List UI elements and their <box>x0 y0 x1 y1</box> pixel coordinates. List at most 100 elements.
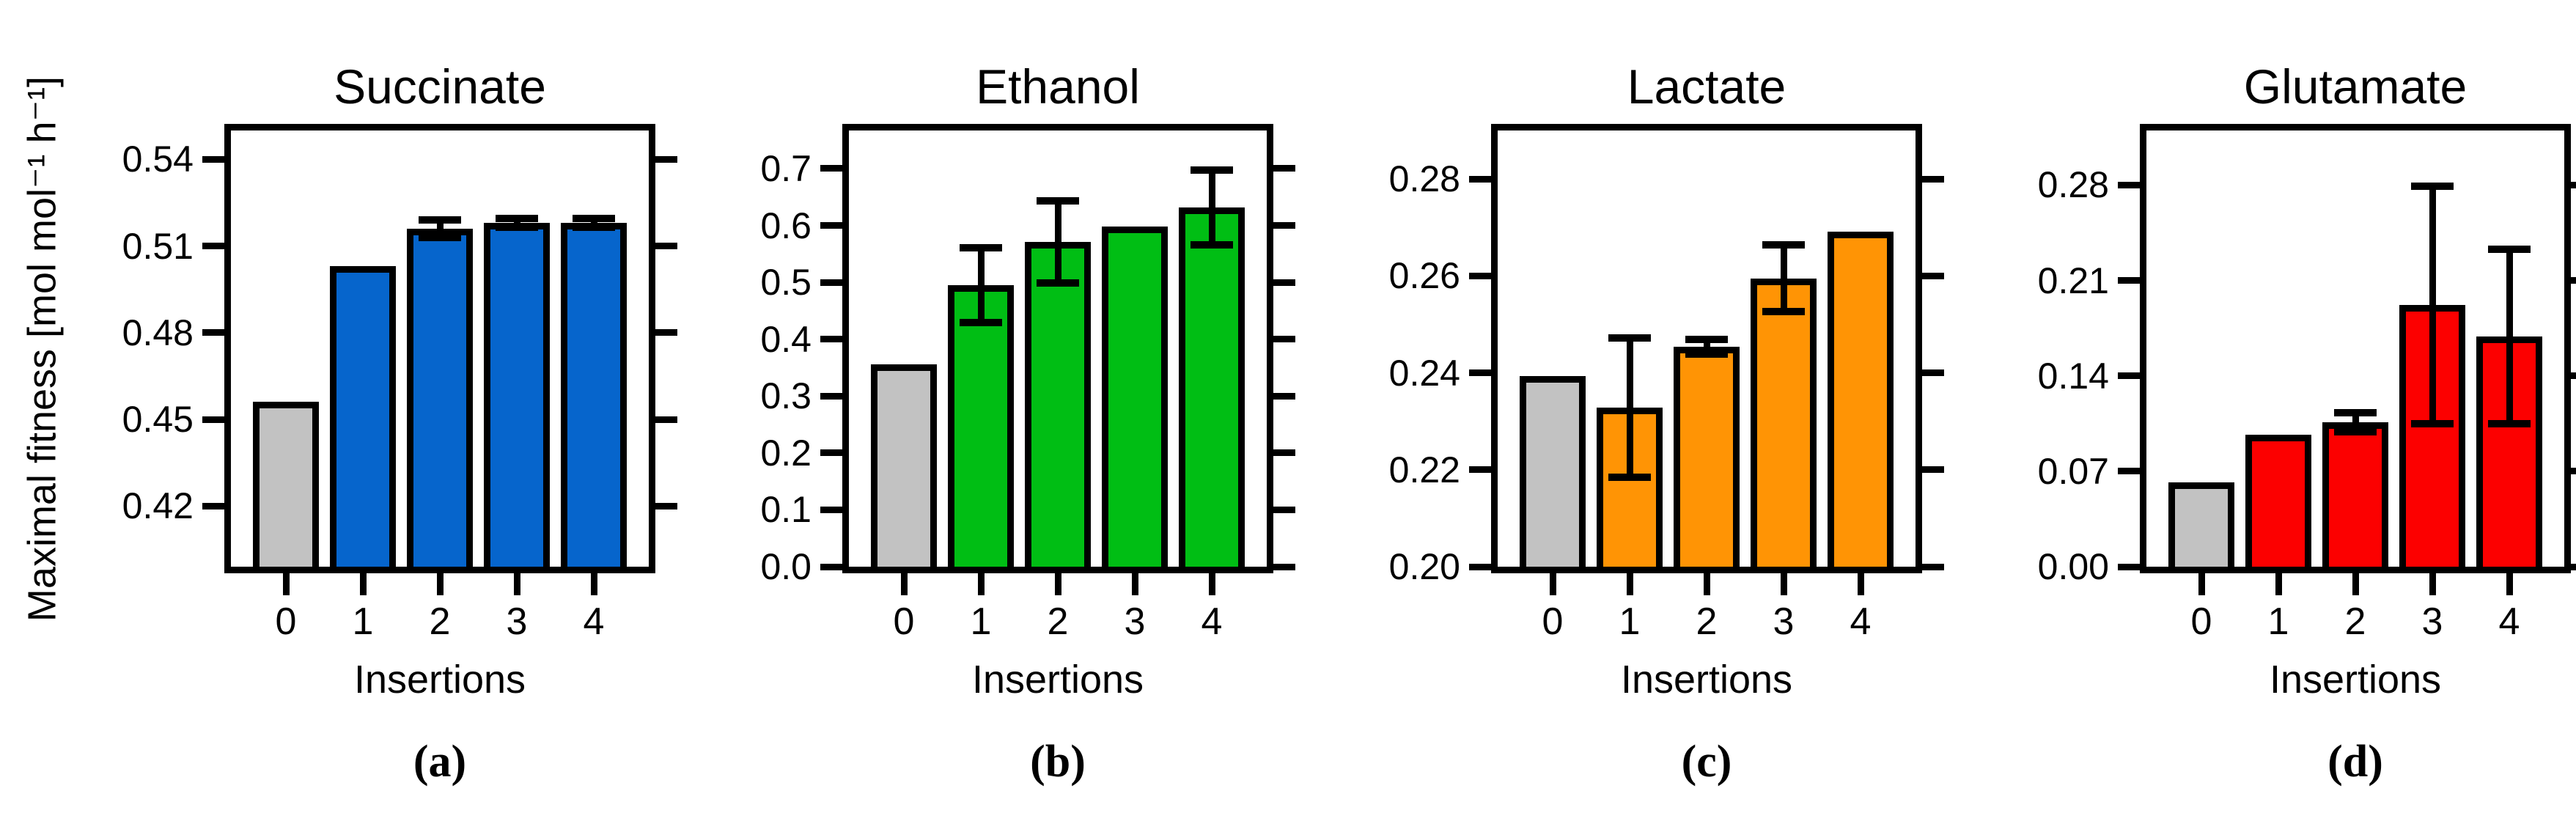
x-tick-label: 3 <box>1124 600 1146 643</box>
y-tick-right <box>2571 563 2576 570</box>
y-tick-right <box>655 502 677 510</box>
error-bar-cap-bottom-insertions-1 <box>960 319 1002 327</box>
y-tick-right <box>2571 468 2576 475</box>
error-bar-cap-top-insertions-4 <box>573 215 615 223</box>
x-tick-label: 1 <box>352 600 374 643</box>
y-tick-left <box>820 165 842 172</box>
bar-insertions-2 <box>1674 346 1740 567</box>
error-bar-line-insertions-2 <box>1703 339 1710 354</box>
panel-title-lactate: Lactate <box>1627 59 1786 114</box>
y-tick-label: 0.28 <box>1388 158 1460 200</box>
x-tick <box>282 573 290 595</box>
plot-frame-succinate <box>224 124 655 573</box>
bar-insertions-2 <box>407 228 473 567</box>
x-tick-label: 1 <box>970 600 992 643</box>
x-tick <box>359 573 367 595</box>
bar-insertions-1 <box>2245 434 2311 567</box>
x-tick-label: 0 <box>2190 600 2212 643</box>
error-bar-line-insertions-4 <box>1208 169 1215 245</box>
error-bar-cap-top-insertions-1 <box>960 243 1002 251</box>
error-bar-cap-bottom-insertions-3 <box>1762 308 1805 316</box>
panel-title-glutamate: Glutamate <box>2243 59 2468 114</box>
x-tick <box>2198 573 2205 595</box>
x-tick <box>436 573 444 595</box>
y-tick-left <box>820 279 842 286</box>
error-bar-cap-bottom-insertions-2 <box>1685 350 1728 358</box>
x-tick <box>513 573 520 595</box>
error-bar-cap-top-insertions-3 <box>2411 183 2454 191</box>
y-tick-label: 0.07 <box>2037 450 2109 492</box>
y-tick-right <box>1273 222 1295 229</box>
y-tick-left <box>2118 372 2140 380</box>
error-bar-cap-top-insertions-1 <box>1608 334 1651 342</box>
error-bar-cap-top-insertions-4 <box>2488 245 2531 253</box>
y-tick-left <box>202 155 224 163</box>
x-tick-label: 4 <box>583 600 605 643</box>
y-tick-label: 0.28 <box>2037 164 2109 206</box>
x-tick-label: 0 <box>893 600 915 643</box>
y-tick-right <box>655 329 677 336</box>
bar-insertions-2 <box>1025 242 1091 567</box>
y-tick-right <box>1273 336 1295 343</box>
x-tick-label: 2 <box>1696 600 1718 643</box>
error-bar-line-insertions-4 <box>590 218 597 227</box>
y-tick-label: 0.26 <box>1388 255 1460 297</box>
plot-frame-ethanol <box>842 124 1273 573</box>
x-tick <box>2352 573 2359 595</box>
bar-insertions-3 <box>484 223 550 567</box>
y-tick-right <box>1273 165 1295 172</box>
x-tick <box>1131 573 1138 595</box>
error-bar-cap-bottom-insertions-4 <box>1191 240 1233 249</box>
x-tick <box>900 573 908 595</box>
x-tick-label: 2 <box>1047 600 1069 643</box>
x-tick <box>2429 573 2436 595</box>
y-tick-right <box>1922 272 1944 279</box>
y-tick-right <box>655 416 677 423</box>
x-tick <box>590 573 597 595</box>
y-tick-right <box>1273 563 1295 570</box>
bar-insertions-3 <box>1751 278 1817 567</box>
y-tick-label: 0.4 <box>760 318 812 360</box>
y-tick-left <box>820 563 842 570</box>
error-bar-cap-bottom-insertions-2 <box>419 233 461 241</box>
error-bar-line-insertions-2 <box>1054 201 1061 283</box>
bar-insertions-0 <box>2168 482 2234 567</box>
bar-insertions-3 <box>1102 227 1168 567</box>
y-tick-left <box>1469 563 1491 570</box>
y-tick-label: 0.6 <box>760 205 812 246</box>
x-tick <box>1054 573 1061 595</box>
bar-insertions-0 <box>1520 376 1586 567</box>
y-tick-left <box>1469 466 1491 474</box>
error-bar-cap-top-insertions-2 <box>2334 408 2377 416</box>
y-tick-left <box>202 329 224 336</box>
x-tick-label: 0 <box>1542 600 1564 643</box>
y-tick-right <box>1922 369 1944 377</box>
y-tick-right <box>2571 277 2576 284</box>
bar-insertions-2 <box>2322 422 2388 567</box>
error-bar-line-insertions-1 <box>977 247 985 323</box>
x-tick-label: 3 <box>2421 600 2443 643</box>
y-tick-right <box>1922 466 1944 474</box>
y-tick-right <box>2571 181 2576 188</box>
y-tick-label: 0.51 <box>122 225 194 267</box>
y-tick-label: 0.20 <box>1388 546 1460 587</box>
bar-insertions-1 <box>330 266 396 567</box>
y-tick-label: 0.00 <box>2037 546 2109 587</box>
error-bar-cap-bottom-insertions-3 <box>496 224 538 231</box>
y-tick-label: 0.5 <box>760 262 812 304</box>
y-tick-right <box>2571 372 2576 380</box>
y-tick-left <box>2118 468 2140 475</box>
x-tick <box>1780 573 1787 595</box>
y-tick-label: 0.48 <box>122 312 194 353</box>
bar-insertions-0 <box>871 364 937 567</box>
error-bar-line-insertions-1 <box>1626 337 1633 478</box>
y-tick-left <box>202 502 224 510</box>
y-tick-label: 0.3 <box>760 375 812 417</box>
y-tick-label: 0.0 <box>760 546 812 587</box>
y-tick-right <box>1273 392 1295 400</box>
y-tick-left <box>820 506 842 513</box>
y-tick-label: 0.2 <box>760 432 812 474</box>
error-bar-cap-bottom-insertions-1 <box>1608 474 1651 482</box>
x-tick-label: 3 <box>506 600 528 643</box>
